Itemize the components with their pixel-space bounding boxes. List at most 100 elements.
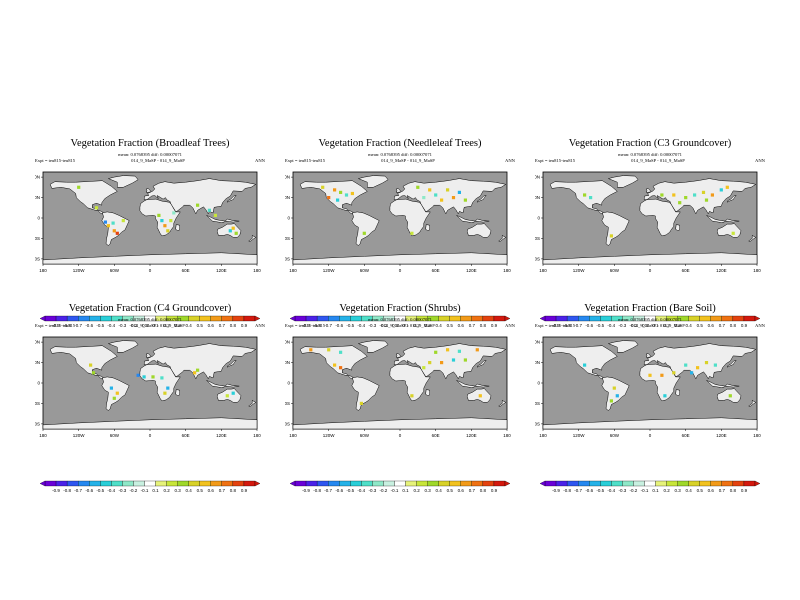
colorbar-level-label: 0.9 (741, 488, 748, 493)
colorbar-level-label: 0.8 (730, 488, 737, 493)
landmass-uk (146, 353, 152, 358)
colorbar-level-label: 0.1 (652, 323, 659, 328)
anomaly-cell (91, 371, 96, 375)
colorbar-level-label: -0.3 (118, 488, 126, 493)
anomaly-cell (416, 185, 420, 189)
expt-pair: 014_9_MaSP - 014_9_MaSP (631, 323, 685, 328)
landmass-south-america (351, 211, 380, 246)
anomaly-cell (660, 373, 664, 377)
lon-tick-label: 0 (649, 268, 652, 273)
colorbar-min-arrow (289, 315, 296, 322)
anomaly-cell (193, 371, 197, 375)
lon-tick-label: 60E (432, 433, 440, 438)
lon-tick-label: 60E (682, 268, 690, 273)
anomaly-cell (344, 193, 349, 197)
colorbar-max-arrow (504, 315, 511, 322)
landmass-greenland (607, 340, 639, 353)
lon-tick-label: 180 (503, 268, 511, 273)
colorbar-bin (89, 480, 101, 487)
lon-tick-label: 60E (182, 268, 190, 273)
anomaly-cell (660, 193, 664, 197)
lon-tick-label: 180 (289, 268, 297, 273)
anomaly-cell (428, 361, 432, 365)
anomaly-cell (142, 375, 146, 379)
lat-tick-label: 80S (285, 256, 290, 261)
anomaly-cell (701, 190, 706, 194)
anomaly-cell (207, 208, 211, 212)
colorbar-level-label: -0.3 (118, 323, 126, 328)
anomaly-cell (115, 231, 119, 235)
anomaly-cell (350, 191, 354, 196)
lon-tick-label: 180 (39, 433, 47, 438)
landmass-eurasia (393, 343, 507, 380)
anomaly-cell (136, 373, 140, 377)
landmass-greenland (107, 175, 139, 188)
colorbar-bin (644, 480, 656, 487)
anomaly-cell (710, 193, 714, 197)
landmass-uk (396, 353, 402, 358)
anomaly-cell (339, 366, 343, 370)
colorbar-level-label: 0.1 (152, 488, 159, 493)
colorbar-level-label: 0.7 (219, 323, 226, 328)
landmass-eurasia (393, 178, 507, 215)
anomaly-cell (172, 211, 176, 215)
landmass-new-zealand (748, 399, 757, 407)
anomaly-cell (231, 226, 235, 230)
colorbar-bin (438, 480, 450, 487)
colorbar-bin (144, 480, 156, 487)
colorbar-bin (622, 480, 634, 487)
world-map: 180120W60W060E120E18080N40N040S80S-0.9-0… (35, 336, 261, 493)
map-panel-5: Vegetation Fraction (Shrubs) mean: 0.0768… (285, 303, 515, 493)
colorbar-level-label: -0.9 (552, 323, 560, 328)
colorbar-level-label: 0.6 (458, 323, 465, 328)
anomaly-cell (225, 394, 229, 398)
colorbar-bin (589, 480, 601, 487)
colorbar-level-label: -0.1 (141, 323, 149, 328)
lon-tick-label: 180 (253, 268, 261, 273)
colorbar-max-arrow (504, 480, 511, 487)
landmass-eurasia (143, 343, 257, 380)
landmass-japan (726, 360, 737, 368)
lat-tick-label: 80S (35, 421, 40, 426)
anomaly-cell (339, 350, 343, 354)
landmass-madagascar (425, 389, 430, 397)
landmass-new-zealand (248, 234, 257, 242)
anomaly-cell (663, 394, 667, 398)
colorbar-level-label: -0.4 (607, 323, 615, 328)
lon-tick-label: 120E (716, 433, 727, 438)
expt-pair: 014_9_MaSP - 014_9_MaSP (381, 158, 435, 163)
colorbar-level-label: -0.9 (302, 323, 310, 328)
colorbar-level-label: 0.4 (186, 323, 193, 328)
colorbar-level-label: -0.6 (335, 488, 343, 493)
colorbar-min-arrow (539, 315, 546, 322)
colorbar-bin (294, 480, 307, 487)
panel-title: Vegetation Fraction (Broadleaf Trees) (70, 138, 230, 149)
colorbar-level-label: 0.7 (469, 323, 476, 328)
anomaly-cell (463, 198, 467, 202)
colorbar-level-label: 0.5 (447, 488, 454, 493)
lat-tick-label: 40N (535, 195, 540, 200)
landmass-greenland (357, 175, 389, 188)
colorbar-level-label: 0.9 (241, 488, 248, 493)
colorbar-level-label: 0.6 (708, 323, 715, 328)
landmass-indonesia (206, 215, 240, 223)
anomaly-cell (77, 185, 81, 189)
anomaly-cell (359, 401, 363, 405)
landmass-madagascar (175, 389, 180, 397)
colorbar-bin (655, 480, 667, 487)
anomaly-cell (333, 188, 337, 192)
lat-tick-label: 0 (537, 216, 540, 221)
colorbar-level-label: 0.9 (741, 323, 748, 328)
landmass-japan (476, 195, 487, 203)
anomaly-cell (336, 198, 340, 202)
anomaly-cell (704, 361, 709, 365)
colorbar-level-label: 0.2 (413, 488, 420, 493)
colorbar-level-label: -0.1 (391, 323, 399, 328)
colorbar-level-label: -0.5 (346, 323, 354, 328)
stats-line: mean: 0.0768395 diff: 0.00007071 (118, 152, 182, 157)
colorbar-level-label: -0.4 (107, 323, 115, 328)
colorbar-bin (155, 480, 167, 487)
colorbar-bin (699, 480, 711, 487)
anomaly-cell (169, 219, 173, 223)
lat-tick-label: 0 (37, 381, 40, 386)
